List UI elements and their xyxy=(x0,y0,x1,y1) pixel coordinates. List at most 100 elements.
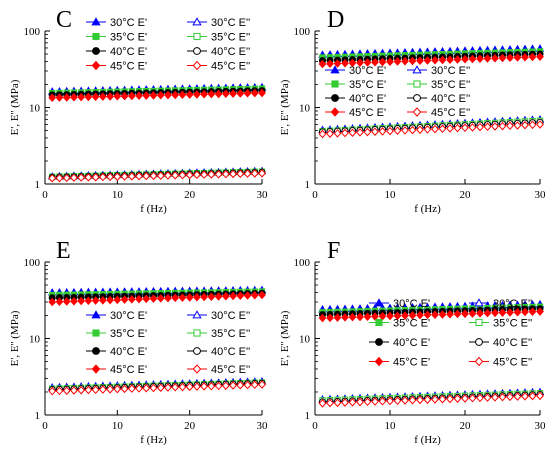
legend-marker xyxy=(193,47,201,55)
data-point xyxy=(149,294,158,303)
data-point xyxy=(207,89,216,99)
data-point xyxy=(356,58,364,68)
panel-label: C xyxy=(56,7,72,33)
data-point xyxy=(178,293,187,302)
data-point xyxy=(356,397,364,407)
data-point xyxy=(483,393,492,402)
data-point xyxy=(468,309,477,318)
legend-marker xyxy=(193,347,201,355)
x-tick-label: 10 xyxy=(385,420,397,432)
data-point xyxy=(363,127,372,137)
data-point xyxy=(113,295,122,305)
legend-item: 30°C E' xyxy=(86,310,147,322)
data-point xyxy=(393,57,402,66)
legend-item: 30°C E' xyxy=(369,298,430,310)
data-point xyxy=(149,91,158,100)
legend-marker xyxy=(374,298,384,307)
legend: 30°C E' 35°C E' 40°C E' 45°C E' 30°C E'' 35°C… xyxy=(86,310,250,376)
legend-marker xyxy=(331,80,339,88)
x-tick-label: 30 xyxy=(535,420,547,432)
data-point xyxy=(193,382,201,391)
data-point xyxy=(491,308,499,318)
data-point xyxy=(363,397,372,407)
data-point xyxy=(55,386,64,396)
legend-label: 45°C E' xyxy=(349,107,386,119)
legend-label: 30°C E'' xyxy=(431,65,470,77)
data-point xyxy=(333,398,342,408)
data-point xyxy=(438,310,447,319)
legend: 30°C E' 35°C E' 40°C E' 45°C E' 30°C E'' 35°C… xyxy=(369,298,532,369)
data-point xyxy=(461,394,469,403)
data-point xyxy=(77,173,86,182)
data-point xyxy=(221,291,230,301)
data-point xyxy=(156,171,165,180)
data-point xyxy=(468,123,477,132)
legend-marker xyxy=(91,364,101,374)
data-point xyxy=(250,291,259,300)
data-point xyxy=(250,88,259,98)
data-point xyxy=(348,312,357,322)
data-point xyxy=(446,124,454,133)
legend-marker xyxy=(193,329,201,337)
legend-item: 45°C E' xyxy=(325,107,386,119)
data-point xyxy=(142,383,151,393)
legend-item: 30°C E' xyxy=(325,65,386,77)
data-point xyxy=(333,59,342,68)
panel-label: E xyxy=(56,238,71,264)
y-tick-label: 1 xyxy=(35,179,41,191)
y-axis-label: E', E'' (MPa) xyxy=(279,79,291,135)
data-point xyxy=(401,126,409,135)
data-point xyxy=(171,383,180,392)
data-point xyxy=(84,173,93,182)
x-axis-label: f (Hz) xyxy=(140,203,167,215)
data-point xyxy=(401,57,409,66)
data-point xyxy=(164,293,172,303)
data-point xyxy=(318,129,327,139)
chart-panel-d: 1 10 100 0 10 20 30 f (Hz) E', E'' (MPa) D 30°C E'… xyxy=(279,7,546,215)
data-point xyxy=(528,120,537,130)
legend-marker xyxy=(192,310,202,319)
x-tick-label: 20 xyxy=(460,189,472,201)
data-point xyxy=(371,312,379,321)
data-point xyxy=(258,290,266,300)
data-point xyxy=(127,172,136,181)
data-point xyxy=(178,382,187,392)
data-point xyxy=(536,391,544,401)
data-point xyxy=(401,396,409,405)
data-point xyxy=(528,391,537,401)
legend-label: 30°C E'' xyxy=(211,310,250,322)
legend-label: 40°C E'' xyxy=(431,93,470,105)
data-point xyxy=(408,125,417,135)
data-point xyxy=(258,169,266,178)
x-tick-label: 10 xyxy=(385,189,397,201)
data-point xyxy=(62,297,71,306)
data-point xyxy=(483,122,492,132)
series-3 xyxy=(318,307,544,323)
data-point xyxy=(200,90,209,99)
data-point xyxy=(84,296,93,306)
panel-label: D xyxy=(327,7,344,33)
y-tick-label: 10 xyxy=(29,334,41,346)
data-point xyxy=(393,126,402,135)
data-point xyxy=(221,381,230,390)
data-point xyxy=(416,56,424,66)
y-tick-label: 1 xyxy=(305,179,311,191)
x-axis-label: f (Hz) xyxy=(140,434,167,446)
data-point xyxy=(378,57,387,67)
legend-item: 45°C E' xyxy=(86,61,147,73)
data-point xyxy=(98,172,107,182)
legend-marker xyxy=(413,80,421,88)
data-point xyxy=(120,295,129,304)
data-point xyxy=(214,170,223,179)
data-point xyxy=(236,291,245,301)
x-tick-label: 20 xyxy=(184,189,196,201)
data-point xyxy=(371,58,379,67)
data-point xyxy=(70,386,78,395)
data-point xyxy=(506,392,514,402)
data-point xyxy=(178,90,187,100)
legend-item: 35°C E'' xyxy=(469,318,532,330)
data-point xyxy=(393,396,402,406)
legend-item: 40°C E' xyxy=(86,46,147,58)
legend-item: 40°C E' xyxy=(86,346,147,358)
y-tick-label: 10 xyxy=(29,103,41,115)
